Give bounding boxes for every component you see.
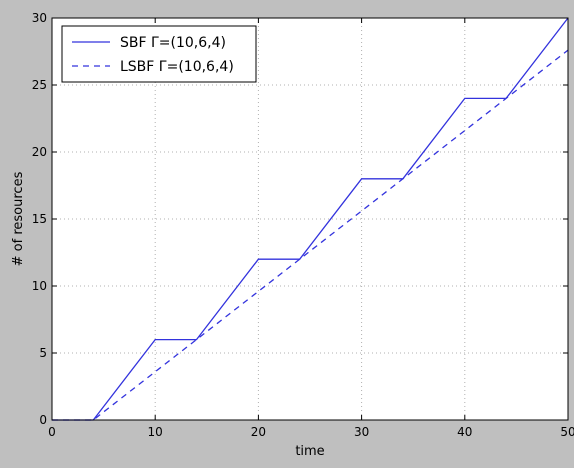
x-axis-label: time [295,444,324,459]
plot-area [52,18,568,420]
y-tick-label: 30 [32,11,47,25]
y-tick-label: 15 [32,212,47,226]
x-tick-label: 40 [457,425,472,439]
legend-label: LSBF Γ=(10,6,4) [120,59,234,75]
y-tick-label: 20 [32,145,47,159]
legend-label: SBF Γ=(10,6,4) [120,35,226,51]
legend-box [61,25,257,83]
y-tick-label: 0 [39,413,47,427]
x-tick-label: 30 [354,425,369,439]
tick-labels: 0 10 20 30 40 50 0 5 10 15 20 25 30 [32,11,574,439]
y-tick-label: 10 [32,279,47,293]
x-tick-label: 50 [560,425,574,439]
tick-marks [51,17,569,421]
x-tick-label: 10 [148,425,163,439]
y-tick-label: 5 [39,346,47,360]
y-tick-label: 25 [32,78,47,92]
x-tick-label: 20 [251,425,266,439]
x-tick-label: 0 [48,425,56,439]
y-axis-label: # of resources [11,171,26,266]
legend: SBF Γ=(10,6,4) LSBF Γ=(10,6,4) [61,25,257,83]
